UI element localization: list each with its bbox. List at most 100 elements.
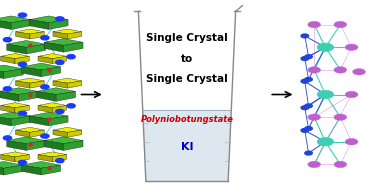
Circle shape <box>67 55 75 59</box>
Polygon shape <box>37 88 76 94</box>
Polygon shape <box>67 32 82 39</box>
Polygon shape <box>49 20 68 29</box>
Circle shape <box>334 21 347 28</box>
Polygon shape <box>22 63 61 70</box>
Polygon shape <box>1 105 15 113</box>
Polygon shape <box>67 81 82 88</box>
Polygon shape <box>1 56 15 64</box>
Circle shape <box>345 139 358 145</box>
Circle shape <box>305 151 312 155</box>
Circle shape <box>3 87 12 91</box>
Polygon shape <box>30 32 44 39</box>
Polygon shape <box>4 165 23 175</box>
Polygon shape <box>56 91 76 101</box>
Circle shape <box>334 161 347 168</box>
Polygon shape <box>11 20 31 29</box>
Polygon shape <box>26 141 46 150</box>
Polygon shape <box>64 141 83 150</box>
Polygon shape <box>67 130 82 137</box>
Circle shape <box>305 127 312 130</box>
Polygon shape <box>37 91 56 101</box>
Polygon shape <box>29 116 49 126</box>
Polygon shape <box>15 155 29 162</box>
Polygon shape <box>49 116 68 126</box>
Polygon shape <box>53 130 67 137</box>
Text: Single Crystal: Single Crystal <box>146 33 228 43</box>
Polygon shape <box>38 152 67 157</box>
Polygon shape <box>38 54 67 59</box>
Polygon shape <box>4 69 23 79</box>
Polygon shape <box>52 56 67 64</box>
Polygon shape <box>1 155 15 162</box>
Polygon shape <box>53 81 67 88</box>
Text: KI: KI <box>181 143 193 152</box>
Polygon shape <box>53 78 82 83</box>
Polygon shape <box>38 103 67 108</box>
Polygon shape <box>16 127 44 132</box>
Circle shape <box>305 55 312 59</box>
Circle shape <box>301 79 309 83</box>
Polygon shape <box>38 105 52 113</box>
Circle shape <box>345 44 358 50</box>
Text: Single Crystal: Single Crystal <box>146 74 228 84</box>
Polygon shape <box>38 155 52 162</box>
Circle shape <box>305 77 312 81</box>
Circle shape <box>317 138 334 146</box>
Text: to: to <box>181 54 193 64</box>
Polygon shape <box>7 44 26 54</box>
Circle shape <box>18 62 27 66</box>
Polygon shape <box>0 91 19 101</box>
Polygon shape <box>16 32 30 39</box>
Polygon shape <box>0 116 11 126</box>
Polygon shape <box>0 69 4 79</box>
Polygon shape <box>7 40 46 47</box>
Polygon shape <box>41 165 61 175</box>
Circle shape <box>18 13 27 17</box>
Circle shape <box>305 104 312 108</box>
Polygon shape <box>44 42 64 52</box>
Polygon shape <box>41 67 61 77</box>
Circle shape <box>56 60 64 64</box>
Polygon shape <box>0 20 11 29</box>
Polygon shape <box>143 110 231 181</box>
Polygon shape <box>38 56 52 64</box>
Circle shape <box>18 160 27 165</box>
Polygon shape <box>53 32 67 39</box>
Polygon shape <box>7 141 26 150</box>
Circle shape <box>41 36 49 40</box>
Circle shape <box>3 38 12 42</box>
Polygon shape <box>30 81 44 88</box>
Circle shape <box>308 67 321 73</box>
Circle shape <box>56 17 64 21</box>
Circle shape <box>18 111 27 115</box>
Circle shape <box>317 90 334 99</box>
Polygon shape <box>29 20 49 29</box>
Polygon shape <box>0 16 31 23</box>
Polygon shape <box>1 152 29 157</box>
Polygon shape <box>0 65 23 72</box>
Circle shape <box>301 129 309 132</box>
Circle shape <box>334 67 347 73</box>
Polygon shape <box>53 29 82 34</box>
Polygon shape <box>1 103 29 108</box>
Polygon shape <box>52 155 67 162</box>
Polygon shape <box>44 141 64 150</box>
Polygon shape <box>22 161 61 168</box>
Circle shape <box>317 43 334 51</box>
Polygon shape <box>0 161 23 168</box>
Polygon shape <box>29 16 68 23</box>
Polygon shape <box>26 44 46 54</box>
Text: Polyniobotungstate: Polyniobotungstate <box>141 115 233 124</box>
Polygon shape <box>30 130 44 137</box>
Circle shape <box>345 91 358 98</box>
Polygon shape <box>22 165 41 175</box>
Polygon shape <box>0 112 31 119</box>
Polygon shape <box>16 29 44 34</box>
Polygon shape <box>1 54 29 59</box>
Circle shape <box>56 109 64 114</box>
Polygon shape <box>15 56 29 64</box>
Polygon shape <box>16 130 30 137</box>
Polygon shape <box>16 81 30 88</box>
Circle shape <box>67 104 75 108</box>
Polygon shape <box>53 127 82 132</box>
